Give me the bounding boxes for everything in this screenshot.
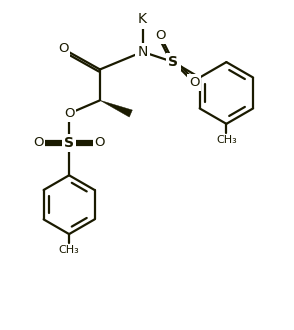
Text: N: N [137, 45, 148, 59]
Text: O: O [58, 42, 69, 55]
Text: CH₃: CH₃ [59, 245, 79, 255]
Text: K: K [138, 13, 147, 26]
Text: S: S [168, 55, 178, 69]
Polygon shape [100, 100, 132, 117]
Text: O: O [64, 107, 74, 120]
Text: O: O [33, 136, 44, 149]
Text: O: O [95, 136, 105, 149]
Text: O: O [155, 29, 166, 42]
Text: CH₃: CH₃ [216, 135, 237, 145]
Text: O: O [189, 76, 199, 89]
Text: S: S [64, 136, 74, 150]
